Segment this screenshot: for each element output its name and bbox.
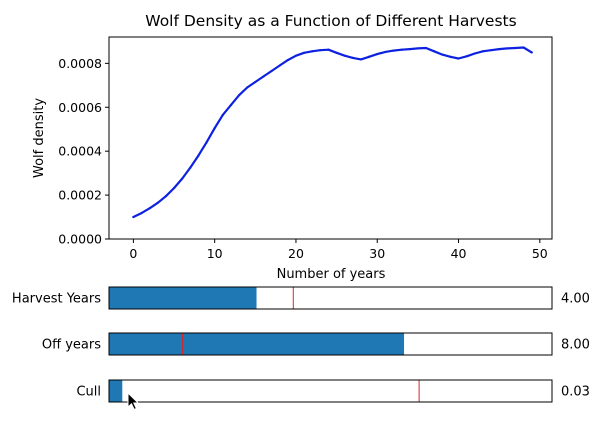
slider-value: 8.00 bbox=[561, 338, 590, 353]
data-point bbox=[246, 86, 249, 89]
slider-value: 4.00 bbox=[561, 292, 590, 307]
slider-track[interactable] bbox=[108, 379, 553, 403]
data-point bbox=[457, 57, 460, 60]
data-point bbox=[254, 80, 257, 84]
data-point bbox=[172, 186, 176, 190]
data-point bbox=[481, 50, 485, 53]
y-tick-label: 0.0002 bbox=[58, 188, 102, 203]
data-point bbox=[408, 47, 411, 51]
data-point bbox=[164, 195, 167, 198]
data-point bbox=[213, 127, 216, 130]
slider-fill bbox=[109, 287, 257, 309]
slider-border bbox=[108, 379, 553, 403]
data-point bbox=[441, 53, 444, 56]
data-point bbox=[286, 58, 289, 62]
data-point bbox=[530, 51, 533, 54]
slider-label: Cull bbox=[76, 385, 101, 400]
data-point bbox=[384, 50, 387, 54]
data-point bbox=[392, 49, 395, 52]
series-line bbox=[132, 46, 533, 219]
x-tick-label: 50 bbox=[532, 246, 548, 261]
x-axis-ticks: 0 10 20 30 40 50 bbox=[129, 239, 548, 261]
data-point bbox=[181, 177, 184, 180]
data-point bbox=[189, 166, 192, 169]
slider-fill bbox=[109, 333, 405, 355]
x-tick-label: 40 bbox=[451, 246, 467, 261]
data-point bbox=[433, 50, 436, 53]
arrow-cursor-icon bbox=[127, 391, 140, 411]
x-tick-label: 30 bbox=[369, 246, 385, 261]
data-point bbox=[237, 94, 241, 97]
data-point bbox=[376, 53, 379, 56]
data-point bbox=[148, 207, 151, 210]
data-point bbox=[489, 49, 493, 52]
data-point bbox=[351, 56, 354, 59]
data-point bbox=[221, 113, 224, 117]
data-point bbox=[156, 201, 159, 204]
data-point bbox=[302, 51, 306, 54]
series-layer bbox=[132, 46, 533, 219]
slider-background bbox=[109, 380, 552, 402]
plot-area bbox=[108, 36, 553, 240]
data-point bbox=[197, 154, 200, 157]
data-point bbox=[368, 55, 371, 58]
x-tick-label: 10 bbox=[207, 246, 223, 261]
x-tick-label: 0 bbox=[129, 246, 137, 261]
data-point bbox=[229, 103, 233, 107]
data-point bbox=[498, 47, 501, 51]
data-point bbox=[465, 55, 468, 58]
y-tick-label: 0.0000 bbox=[58, 232, 102, 247]
data-point bbox=[522, 46, 525, 49]
y-axis-label: Wolf density bbox=[32, 98, 47, 178]
data-point bbox=[359, 58, 363, 61]
data-point bbox=[311, 50, 314, 53]
slider-border bbox=[108, 286, 553, 310]
slider-label: Off years bbox=[42, 338, 101, 353]
data-point bbox=[327, 48, 330, 51]
data-point bbox=[473, 52, 476, 55]
slider-track[interactable] bbox=[108, 332, 553, 356]
x-axis-label: Number of years bbox=[277, 267, 386, 282]
data-point bbox=[400, 48, 403, 51]
data-point bbox=[449, 55, 452, 58]
data-point bbox=[294, 54, 298, 57]
y-tick-label: 0.0006 bbox=[58, 100, 102, 115]
x-tick-label: 20 bbox=[288, 246, 304, 261]
data-point bbox=[335, 51, 338, 54]
data-point bbox=[424, 46, 428, 50]
slider-panel: Harvest Years 4.00 Off years 8.00 Cull 0.03 bbox=[12, 286, 590, 403]
data-point bbox=[132, 215, 135, 219]
data-point bbox=[140, 211, 143, 215]
data-point bbox=[205, 141, 208, 144]
data-point bbox=[270, 69, 273, 73]
chart-title: Wolf Density as a Function of Different … bbox=[145, 12, 516, 30]
data-point bbox=[506, 47, 509, 50]
slider-track[interactable] bbox=[108, 286, 553, 310]
slider-value: 0.03 bbox=[561, 385, 590, 400]
y-axis-ticks: 0.0000 0.0002 0.0004 0.0006 0.0008 bbox=[58, 56, 109, 247]
y-tick-label: 0.0008 bbox=[58, 56, 102, 71]
slider-border bbox=[108, 332, 553, 356]
data-point bbox=[514, 46, 517, 50]
data-point bbox=[278, 64, 281, 67]
y-tick-label: 0.0004 bbox=[58, 144, 102, 159]
data-point bbox=[343, 54, 346, 57]
data-point bbox=[262, 75, 265, 78]
slider-fill bbox=[109, 380, 123, 402]
data-point bbox=[416, 47, 419, 50]
slider-label: Harvest Years bbox=[12, 292, 101, 307]
data-point bbox=[319, 49, 322, 52]
